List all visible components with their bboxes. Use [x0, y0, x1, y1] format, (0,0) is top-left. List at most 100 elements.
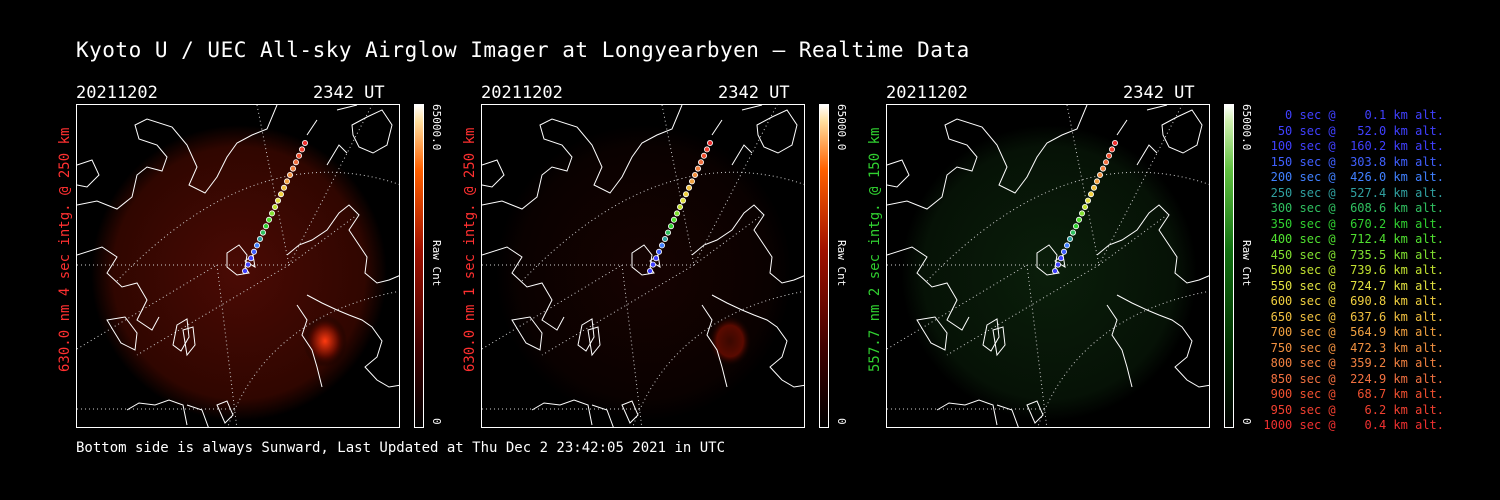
legend-entry: 650 sec @ 637.6 km alt.: [1270, 309, 1444, 324]
coastline: [77, 159, 100, 188]
coastline: [711, 119, 753, 166]
trajectory-point: [256, 235, 263, 242]
panel-2-side-label: 630.0 nm 1 sec intg. @ 250 km: [462, 127, 478, 372]
latitude-line: [116, 171, 399, 282]
panel-2-time: 2342 UT: [718, 83, 790, 103]
longitude-line: [482, 264, 623, 350]
legend-entry: 700 sec @ 564.9 km alt.: [1270, 325, 1444, 339]
trajectory-point: [1066, 235, 1073, 242]
legend-entry: 500 sec @ 739.6 km alt.: [1270, 263, 1444, 277]
coastline: [286, 204, 399, 284]
trajectory-point: [700, 152, 707, 159]
trajectory-point: [271, 204, 278, 211]
legend-entry: 150 sec @ 303.8 km alt.: [1270, 154, 1444, 169]
legend-entry: 350 sec @ 670.2 km alt.: [1270, 216, 1444, 231]
trajectory-point: [667, 223, 674, 230]
legend-entry: 100 sec @ 160.2 km alt.: [1270, 139, 1444, 153]
panel-2-colorbar-unit: Raw Cnt: [835, 240, 848, 287]
coastline: [887, 105, 1088, 210]
panel-1-time: 2342 UT: [313, 83, 385, 103]
coastline: [306, 119, 348, 166]
coastline: [711, 294, 804, 388]
trajectory-point: [1108, 146, 1115, 153]
trajectory-point: [244, 261, 251, 268]
panel-2-date: 20211202: [481, 83, 563, 103]
trajectory-point: [286, 172, 293, 179]
aurora-spot: [303, 315, 347, 367]
coastline: [992, 326, 1006, 357]
longitude-line: [136, 264, 290, 356]
trajectory-point: [670, 216, 677, 223]
trajectory-point: [664, 229, 671, 236]
coastline: [701, 304, 728, 388]
coastline: [336, 105, 393, 154]
legend-entry: 800 sec @ 359.2 km alt.: [1270, 356, 1444, 370]
trajectory-point: [1057, 255, 1064, 262]
trajectory-point: [703, 146, 710, 153]
footer-status: Bottom side is always Sunward, Last Upda…: [76, 440, 726, 456]
coastline: [186, 404, 209, 427]
trajectory-point: [682, 191, 689, 198]
panel-3-image: [886, 104, 1210, 428]
trajectory-point: [250, 248, 257, 255]
coastline: [741, 105, 798, 154]
trajectory-point: [292, 159, 299, 166]
panel-1-colorbar-max: 65000.0: [430, 104, 443, 151]
legend-entry: 1000 sec @ 0.4 km alt.: [1263, 418, 1444, 432]
trajectory-point: [247, 255, 254, 262]
panel-3-side-label: 557.7 nm 2 sec intg. @ 150 km: [867, 127, 883, 372]
trajectory-point: [262, 223, 269, 230]
panel-3-colorbar-unit: Raw Cnt: [1240, 240, 1253, 287]
panel-3-colorbar-min: 0: [1240, 418, 1253, 425]
trajectory-point: [1060, 248, 1067, 255]
trajectory-point: [679, 197, 686, 204]
legend-entry: 50 sec @ 52.0 km alt.: [1270, 123, 1444, 138]
longitude-line: [887, 264, 1028, 350]
panel-1-side-label: 630.0 nm 4 sec intg. @ 250 km: [57, 127, 73, 372]
trajectory-point: [1102, 159, 1109, 166]
panel-2-image: [481, 104, 805, 428]
trajectory-point: [274, 197, 281, 204]
legend-entry: 850 sec @ 224.9 km alt.: [1270, 371, 1444, 386]
trajectory-point: [268, 210, 275, 217]
airglow-map: [482, 105, 804, 427]
coastline: [996, 404, 1019, 427]
legend-entry: 200 sec @ 426.0 km alt.: [1270, 170, 1444, 184]
panel-1-colorbar: [414, 104, 424, 428]
airglow-map: [887, 105, 1209, 427]
trajectory-point: [676, 204, 683, 211]
trajectory-point: [259, 229, 266, 236]
trajectory-point: [301, 140, 308, 147]
coastline: [531, 399, 593, 426]
coastline: [916, 316, 948, 351]
coastline: [1026, 400, 1044, 424]
panel-3-date: 20211202: [886, 83, 968, 103]
trajectory-point: [1051, 267, 1058, 274]
coastline: [1106, 304, 1133, 388]
trajectory-legend: 0 sec @ 0.1 km alt. 50 sec @ 52.0 km alt…: [1263, 108, 1444, 434]
coastline: [216, 400, 234, 424]
trajectory-point: [706, 140, 713, 147]
panel-3-colorbar: [1224, 104, 1234, 428]
panel-2-colorbar-min: 0: [835, 418, 848, 425]
panel-2-colorbar-max: 65000.0: [835, 104, 848, 151]
coastline: [591, 404, 614, 427]
trajectory-point: [658, 242, 665, 249]
aurora-spot: [708, 315, 752, 367]
latitude-line: [926, 171, 1209, 282]
coastline: [1116, 119, 1158, 166]
panel-1-image: [76, 104, 400, 428]
coastline: [936, 399, 998, 426]
panel-3-colorbar-max: 65000.0: [1240, 104, 1253, 151]
trajectory-point: [1054, 261, 1061, 268]
airglow-disk: [496, 125, 792, 421]
trajectory-point: [1099, 165, 1106, 172]
longitude-line: [77, 264, 218, 350]
latitude-line: [1037, 290, 1209, 427]
coastline: [77, 105, 278, 210]
page-title: Kyoto U / UEC All-sky Airglow Imager at …: [76, 38, 970, 62]
coastline: [126, 399, 188, 426]
trajectory-point: [265, 216, 272, 223]
trajectory-point: [1087, 191, 1094, 198]
trajectory-point: [1093, 178, 1100, 185]
